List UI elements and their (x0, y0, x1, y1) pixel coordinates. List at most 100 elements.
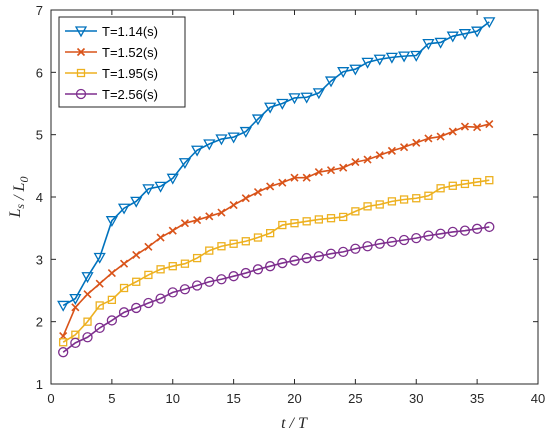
data-point (132, 277, 141, 286)
data-point (362, 241, 373, 252)
data-point (119, 283, 129, 293)
data-point (205, 246, 214, 255)
series-layer (57, 17, 496, 358)
x-axis-title: t / T (281, 415, 308, 432)
data-point (83, 317, 92, 326)
x-tick-label: 15 (226, 391, 240, 406)
data-point (448, 181, 457, 190)
data-point (204, 276, 215, 287)
y-tick-label: 7 (36, 3, 43, 18)
data-point (290, 219, 299, 228)
data-point (241, 237, 250, 246)
data-point (264, 102, 277, 114)
data-point (397, 51, 411, 63)
data-point (252, 264, 264, 275)
legend-entry: T=1.14(s) (65, 24, 158, 39)
data-point (326, 214, 336, 223)
data-point (241, 194, 250, 203)
y-tick-label: 1 (36, 377, 43, 392)
series-4 (58, 221, 495, 358)
data-point (117, 203, 131, 215)
data-point (400, 143, 409, 152)
data-point (75, 88, 87, 100)
data-point (436, 132, 445, 141)
data-point (58, 347, 69, 358)
data-point (324, 76, 338, 88)
data-point (460, 122, 470, 131)
data-point (131, 302, 142, 314)
data-point (142, 184, 155, 196)
data-point (57, 300, 70, 312)
data-point (460, 179, 470, 189)
data-point (155, 293, 166, 304)
legend-entry: T=1.52(s) (65, 45, 158, 60)
legend-label: T=1.52(s) (102, 45, 158, 60)
data-point (82, 332, 93, 343)
data-point (447, 226, 458, 238)
series-3 (59, 176, 494, 347)
x-tick-label: 10 (166, 391, 180, 406)
data-point (227, 132, 240, 144)
data-point (130, 196, 143, 208)
data-point (351, 207, 360, 216)
data-point (228, 271, 239, 282)
data-point (94, 322, 105, 334)
data-point (337, 67, 350, 79)
data-point (472, 177, 482, 187)
data-point (473, 123, 482, 132)
data-point (424, 134, 433, 143)
series-line (62, 179, 490, 343)
data-point (363, 155, 372, 164)
data-point (276, 98, 289, 110)
legend-label: T=1.95(s) (102, 66, 158, 81)
data-point (385, 52, 399, 64)
series-2 (59, 120, 494, 341)
data-point (459, 225, 471, 236)
data-point (410, 50, 423, 62)
data-point (386, 236, 398, 248)
data-point (83, 290, 92, 299)
data-point (412, 194, 421, 203)
data-point (471, 26, 484, 38)
data-point (107, 268, 116, 278)
data-point (277, 257, 288, 269)
legend-label: T=2.56(s) (102, 87, 158, 102)
data-point (436, 184, 445, 193)
data-point (424, 191, 433, 200)
y-tick-label: 6 (36, 65, 43, 80)
legend-label: T=1.14(s) (102, 24, 158, 39)
x-tick-label: 0 (47, 391, 54, 406)
data-point (290, 173, 299, 182)
data-point (446, 31, 459, 43)
data-point (302, 217, 311, 226)
data-point (168, 226, 177, 235)
data-point (191, 280, 203, 291)
data-point (458, 29, 472, 41)
data-point (216, 274, 227, 285)
data-point (143, 297, 154, 309)
data-point (217, 208, 226, 217)
data-point (339, 163, 348, 172)
data-point (180, 259, 190, 268)
data-point (375, 151, 384, 160)
data-point (251, 114, 265, 126)
data-point (107, 295, 117, 305)
data-point (399, 195, 409, 204)
data-point (156, 265, 165, 274)
x-tick-label: 30 (409, 391, 423, 406)
data-point (387, 146, 396, 155)
data-point (106, 315, 118, 326)
data-point (312, 88, 325, 100)
data-point (76, 68, 86, 78)
series-1 (57, 17, 496, 312)
data-point (253, 187, 263, 197)
data-point (302, 173, 311, 182)
data-point (156, 233, 165, 242)
data-point (363, 202, 372, 211)
y-axis-title: Ls / L0 (7, 177, 31, 219)
data-point (215, 134, 228, 146)
x-tick-label: 5 (108, 391, 115, 406)
data-point (229, 201, 238, 210)
data-point (193, 215, 202, 225)
